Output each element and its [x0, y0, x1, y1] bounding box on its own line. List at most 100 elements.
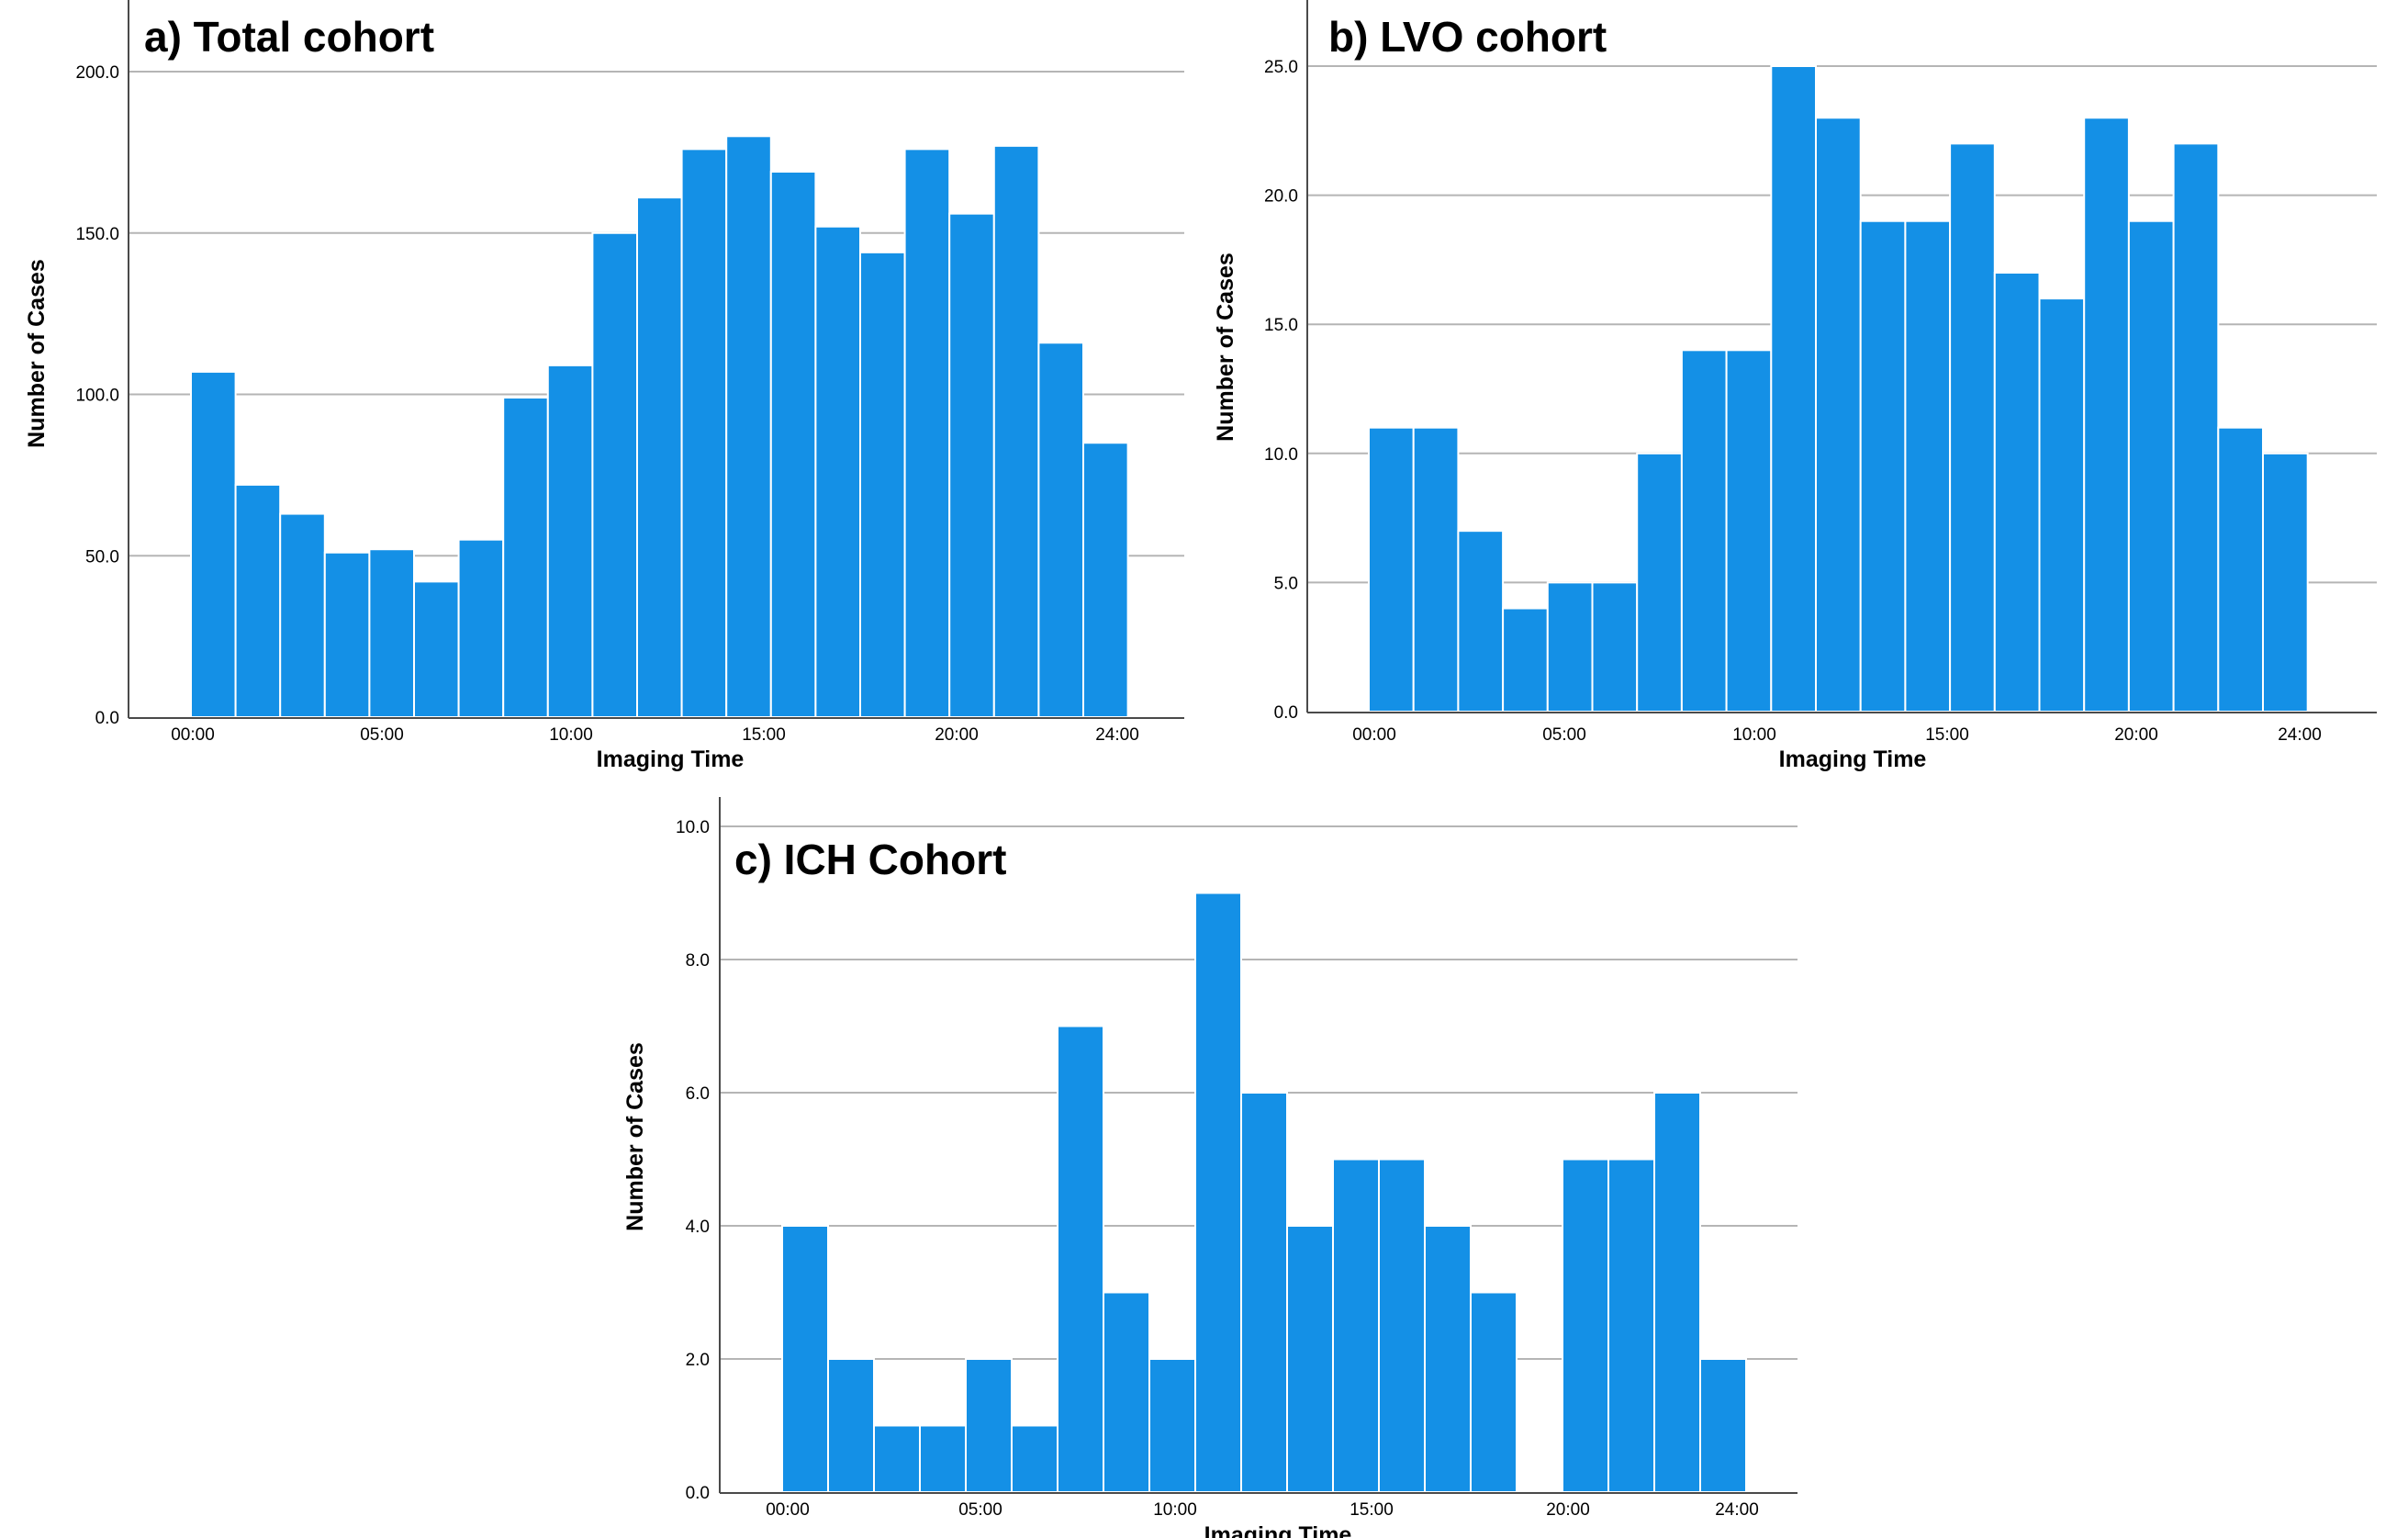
bar [948, 212, 995, 719]
bar [903, 148, 951, 719]
y-tick-label: 5.0 [1274, 574, 1298, 593]
y-tick-label: 10.0 [676, 818, 710, 837]
y-tick-label: 50.0 [85, 547, 119, 567]
x-tick-label: 15:00 [742, 725, 786, 745]
bar [680, 148, 728, 719]
bar [1562, 1158, 1609, 1493]
x-tick-label: 00:00 [1352, 725, 1396, 745]
x-tick-label: 10:00 [1732, 725, 1776, 745]
bar [1470, 1291, 1518, 1493]
chart-title: b) LVO cohort [1328, 13, 1607, 61]
x-tick-label: 10:00 [1153, 1500, 1197, 1520]
bar [965, 1358, 1013, 1493]
chart-title: c) ICH Cohort [734, 836, 1006, 883]
bars [781, 892, 1747, 1493]
bar [636, 196, 683, 718]
bar [1011, 1424, 1058, 1493]
x-axis-title: Imaging Time [597, 747, 745, 772]
y-axis-title: Number of Cases [24, 259, 50, 448]
bar [1949, 142, 1996, 713]
bar [2217, 426, 2265, 713]
y-tick-label: 10.0 [1264, 445, 1298, 465]
bar [1653, 1092, 1701, 1493]
x-tick-label: 05:00 [1542, 725, 1586, 745]
bar [1368, 426, 1415, 713]
bar [1240, 1092, 1288, 1493]
y-tick-label: 6.0 [686, 1084, 710, 1104]
bar [413, 580, 460, 718]
x-tick-label: 15:00 [1350, 1500, 1394, 1520]
bar [2262, 452, 2309, 713]
bar [725, 135, 772, 719]
bar [2172, 142, 2220, 713]
bar [859, 251, 906, 718]
bar [814, 225, 862, 719]
y-tick-label: 15.0 [1264, 316, 1298, 335]
bar [457, 538, 505, 718]
y-tick-label: 0.0 [95, 709, 119, 728]
bar [1680, 349, 1728, 713]
bar [1457, 530, 1505, 713]
x-tick-label: 20:00 [2114, 725, 2158, 745]
bars [1368, 65, 2309, 713]
x-tick-label: 10:00 [549, 725, 593, 745]
bar [1502, 607, 1549, 713]
bar [1859, 219, 1907, 713]
bar [1148, 1358, 1196, 1493]
bar [1378, 1158, 1426, 1493]
bar [234, 483, 282, 718]
bar [992, 144, 1040, 719]
bar [1037, 342, 1085, 718]
x-axis-title: Imaging Time [1779, 747, 1927, 772]
bar [827, 1358, 875, 1493]
y-tick-label: 2.0 [686, 1351, 710, 1370]
bar [1424, 1225, 1472, 1493]
bar [1815, 117, 1862, 713]
bar [502, 397, 549, 718]
y-tick-label: 200.0 [75, 63, 119, 83]
bar [1725, 349, 1773, 713]
y-tick-label: 150.0 [75, 225, 119, 244]
x-tick-label: 15:00 [1925, 725, 1969, 745]
chart-title: a) Total cohort [144, 13, 434, 61]
bar [873, 1424, 921, 1493]
bar [1591, 581, 1639, 713]
x-tick-label: 05:00 [360, 725, 404, 745]
bar [2127, 219, 2175, 713]
bar [769, 170, 817, 718]
y-tick-label: 0.0 [1274, 703, 1298, 723]
y-tick-label: 8.0 [686, 951, 710, 971]
chart-panel-1: 0.0 50.0 100.0 150.0 200.0 00:00 05:00 10:00 15:… [24, 0, 1184, 772]
bar [1103, 1291, 1150, 1493]
bar [1636, 452, 1683, 713]
bar [1286, 1225, 1334, 1493]
chart-panel-3: 0.0 2.0 4.0 6.0 8.0 10.0 00:00 05:00 10:00 15:00 2… [622, 797, 1798, 1538]
x-axis-title: Imaging Time [1204, 1522, 1352, 1538]
y-tick-label: 4.0 [686, 1218, 710, 1237]
x-tick-label: 24:00 [1715, 1500, 1759, 1520]
bar [190, 370, 237, 718]
bar [1607, 1158, 1655, 1493]
x-tick-label: 00:00 [171, 725, 215, 745]
bar [591, 231, 639, 718]
x-tick-label: 00:00 [766, 1500, 810, 1520]
bar [919, 1424, 967, 1493]
bar [1770, 65, 1818, 713]
y-tick-label: 25.0 [1264, 58, 1298, 77]
bar [781, 1225, 829, 1493]
bar [1904, 219, 1952, 713]
bar [1057, 1025, 1104, 1493]
bar [1546, 581, 1594, 713]
x-tick-label: 24:00 [2278, 725, 2322, 745]
x-tick-label: 24:00 [1095, 725, 1139, 745]
chart-panel-2: 0.0 5.0 10.0 15.0 20.0 25.0 00:00 05:00 10:00 15:… [1213, 0, 2377, 772]
bar [1993, 271, 2041, 713]
bar [546, 364, 594, 718]
bar [1194, 892, 1242, 1493]
bar [1082, 442, 1129, 718]
bar [1412, 426, 1460, 713]
bars [190, 135, 1129, 719]
y-tick-label: 100.0 [75, 387, 119, 406]
x-tick-label: 05:00 [958, 1500, 1002, 1520]
